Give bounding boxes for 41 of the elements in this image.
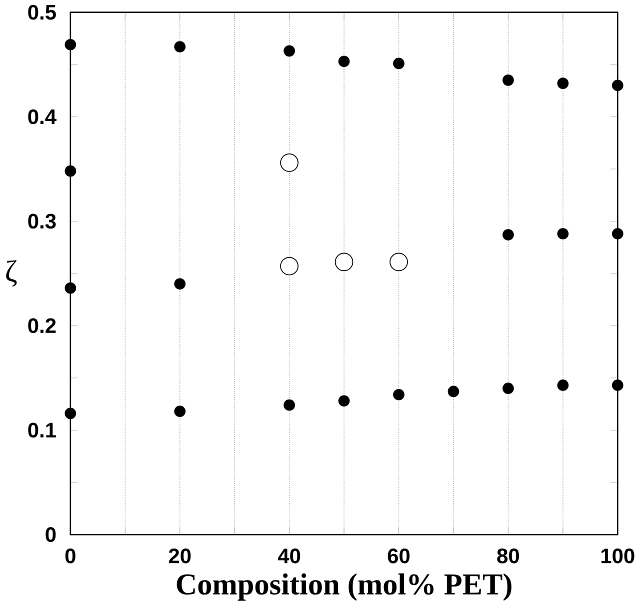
y-tick-label: 0.2 bbox=[28, 318, 56, 334]
point bbox=[174, 278, 186, 290]
point bbox=[557, 228, 569, 240]
x-tick-label: 0 bbox=[65, 548, 76, 564]
point bbox=[612, 80, 624, 92]
point bbox=[338, 56, 350, 68]
point bbox=[612, 228, 624, 240]
point bbox=[557, 78, 569, 90]
x-tick-label: 80 bbox=[497, 548, 520, 564]
point bbox=[448, 386, 460, 398]
x-tick-label: 40 bbox=[278, 548, 300, 564]
point bbox=[502, 382, 514, 394]
point bbox=[612, 380, 624, 392]
y-tick-label: 0.3 bbox=[28, 214, 56, 229]
point bbox=[502, 74, 514, 86]
point bbox=[284, 45, 295, 57]
point bbox=[174, 406, 186, 418]
y-tick-label: 0.5 bbox=[28, 5, 56, 20]
point bbox=[393, 389, 404, 400]
point bbox=[64, 408, 76, 420]
point bbox=[64, 39, 76, 51]
y-tick-label: 0.4 bbox=[28, 110, 56, 124]
y-tick-label: 0 bbox=[46, 527, 56, 542]
point bbox=[502, 229, 514, 241]
point bbox=[334, 252, 354, 272]
point bbox=[284, 400, 295, 411]
point bbox=[393, 58, 404, 70]
point bbox=[64, 282, 76, 294]
x-tick-label: 100 bbox=[601, 548, 634, 564]
point bbox=[390, 252, 408, 272]
x-axis-title: Composition (mol% PET) bbox=[176, 574, 512, 601]
x-tick-label: 60 bbox=[388, 548, 410, 564]
point bbox=[174, 41, 186, 53]
point bbox=[557, 380, 569, 392]
point bbox=[64, 166, 76, 177]
point bbox=[338, 395, 350, 407]
x-tick-label: 20 bbox=[168, 548, 191, 564]
point bbox=[280, 257, 298, 276]
y-tick-label: 0.1 bbox=[28, 422, 56, 438]
y-axis-title: ζ bbox=[6, 260, 17, 287]
point bbox=[280, 154, 298, 172]
